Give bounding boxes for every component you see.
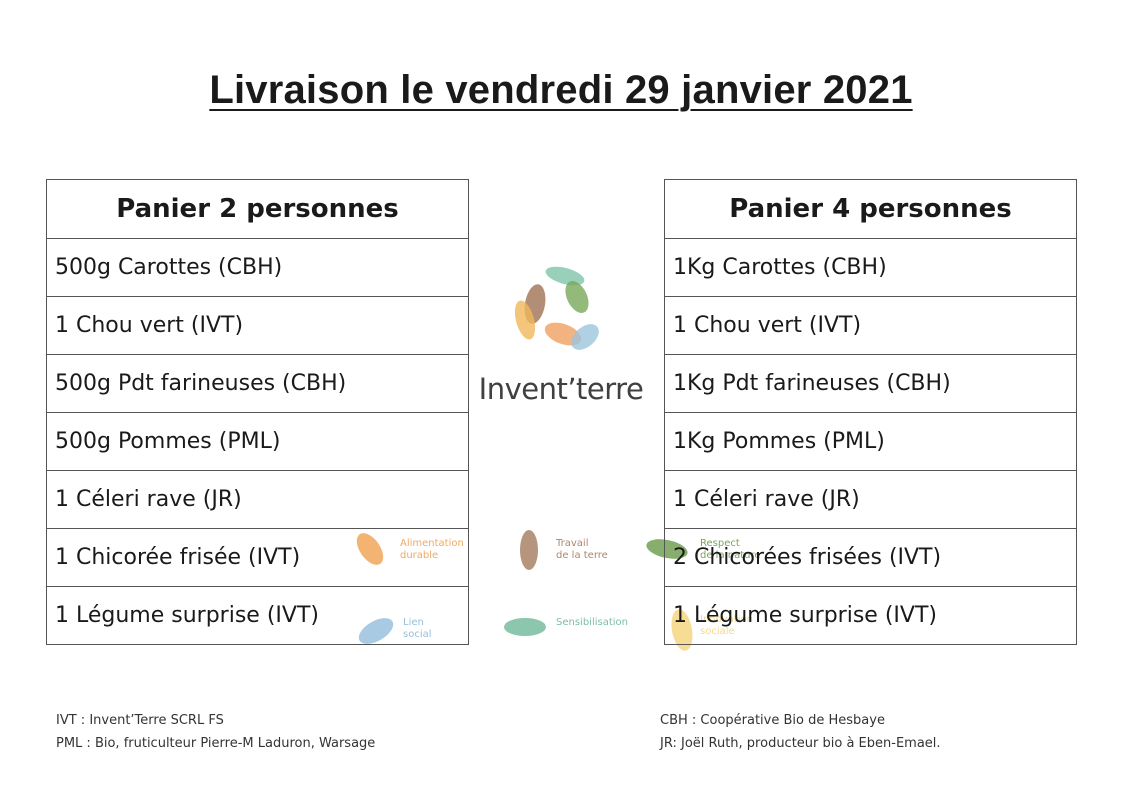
table-header: Panier 4 personnes — [664, 179, 1077, 239]
table-header: Panier 2 personnes — [46, 179, 469, 239]
theme-travail: Travail de la terre — [556, 538, 608, 561]
footnote: CBH : Coopérative Bio de Hesbaye — [660, 713, 885, 728]
table-row: 1Kg Pommes (PML) — [664, 412, 1077, 471]
basket-4-persons-table: Panier 4 personnes 1Kg Carottes (CBH) 1 … — [664, 179, 1077, 645]
table-row: 1 Chou vert (IVT) — [46, 296, 469, 355]
footnote: JR: Joël Ruth, producteur bio à Eben-Ema… — [660, 736, 941, 751]
footnote: IVT : Invent’Terre SCRL FS — [56, 713, 224, 728]
table-row: 500g Carottes (CBH) — [46, 238, 469, 297]
leaves-circle-icon — [514, 266, 599, 350]
table-row: 1Kg Pdt farineuses (CBH) — [664, 354, 1077, 413]
leaf-icon — [504, 618, 546, 636]
table-row: 1 Céleri rave (JR) — [664, 470, 1077, 529]
table-row: 1 Chicorée frisée (IVT) — [46, 528, 469, 587]
table-row: 1Kg Carottes (CBH) — [664, 238, 1077, 297]
table-row: 1 Chou vert (IVT) — [664, 296, 1077, 355]
table-row: 2 Chicorées frisées (IVT) — [664, 528, 1077, 587]
logo-wordmark: Invent’terre — [478, 372, 644, 406]
table-row: 1 Légume surprise (IVT) — [46, 586, 469, 645]
footnotes-left: IVT : Invent’Terre SCRL FS PML : Bio, fr… — [56, 709, 375, 755]
leaf-icon — [520, 530, 538, 570]
table-row: 1 Céleri rave (JR) — [46, 470, 469, 529]
footnotes-right: CBH : Coopérative Bio de Hesbaye JR: Joë… — [660, 709, 941, 755]
table-row: 500g Pommes (PML) — [46, 412, 469, 471]
table-row: 1 Légume surprise (IVT) — [664, 586, 1077, 645]
page-title: Livraison le vendredi 29 janvier 2021 — [209, 68, 913, 112]
theme-sensibilisation: Sensibilisation — [556, 617, 629, 628]
footnote: PML : Bio, fruticulteur Pierre-M Laduron… — [56, 736, 376, 751]
table-row: 500g Pdt farineuses (CBH) — [46, 354, 469, 413]
basket-2-persons-table: Panier 2 personnes 500g Carottes (CBH) 1… — [46, 179, 469, 645]
